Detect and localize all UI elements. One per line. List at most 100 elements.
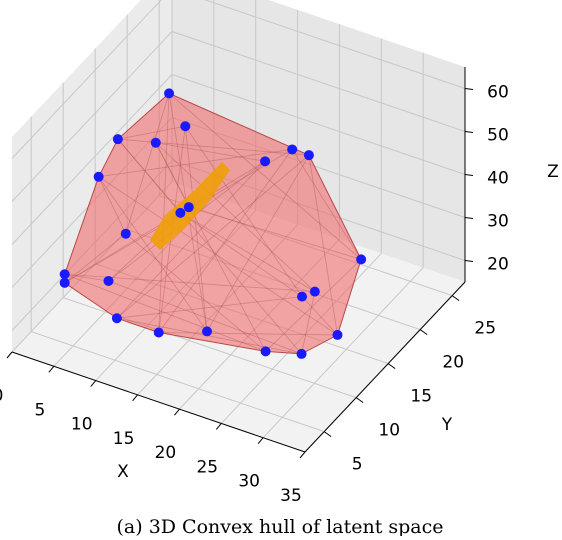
x-tick [132, 394, 138, 402]
y-tick [387, 363, 396, 370]
hull-edge [117, 138, 302, 355]
point [103, 275, 114, 286]
x-tick-label: 0 [0, 386, 3, 406]
point [164, 88, 175, 99]
point [297, 291, 308, 302]
hull-edge [117, 138, 309, 156]
grid-line [171, 31, 466, 132]
hull-edge [98, 149, 293, 178]
hull-edge [308, 155, 338, 335]
x-tick [6, 351, 13, 359]
y-tick-label: 5 [352, 455, 363, 475]
point [93, 171, 104, 182]
point [183, 202, 194, 213]
point [150, 137, 161, 148]
y-tick [451, 295, 460, 302]
hull-edge [301, 296, 338, 336]
x-tick [174, 408, 180, 416]
hull-edge [155, 142, 190, 208]
x-tick-label: 25 [196, 457, 218, 477]
hull-edge [158, 332, 338, 336]
grid-line [11, 31, 173, 202]
z-tick [464, 88, 474, 90]
point [202, 326, 212, 337]
hull-edge [108, 280, 302, 355]
x-tick [90, 380, 97, 387]
x-tick [299, 451, 306, 459]
hull-edge [64, 273, 266, 352]
point [153, 327, 164, 338]
point [59, 277, 70, 288]
z-tick-label: 50 [487, 126, 509, 146]
hull-edge [125, 233, 266, 352]
y-tick-label: 15 [410, 387, 432, 407]
hull-edge [184, 126, 208, 332]
grid-line [204, 0, 466, 89]
z-tick [464, 260, 474, 262]
y-tick-label: 20 [442, 353, 464, 373]
hull-edge [184, 126, 303, 297]
hull-edge [125, 93, 170, 234]
grid-line [11, 0, 162, 159]
hull-edge [155, 142, 316, 292]
z-tick-label: 30 [487, 212, 509, 232]
grid-line [31, 331, 325, 433]
point [356, 254, 367, 265]
y-tick-label: 10 [378, 421, 400, 441]
axis-line [304, 281, 466, 453]
point [120, 228, 131, 239]
hull-edge [155, 142, 266, 162]
point [111, 313, 122, 324]
hull-edge [117, 138, 181, 214]
hull-edge [265, 259, 362, 352]
point [59, 269, 70, 280]
hull-edge [116, 296, 303, 319]
hull-edge [168, 93, 362, 260]
point [260, 346, 271, 357]
axis-line [11, 351, 306, 453]
point [180, 121, 191, 132]
y-tick [419, 329, 428, 336]
hull-edge [155, 142, 266, 352]
z-tick-label: 40 [487, 169, 509, 189]
caption: (a) 3D Convex hull of latent space [117, 516, 444, 536]
hull-edge [180, 212, 316, 292]
x-tick [215, 423, 222, 430]
x-axis-label: X [117, 462, 129, 482]
hull-edge [98, 176, 208, 332]
x-tick-label: 5 [34, 400, 45, 420]
y-tick [355, 397, 364, 404]
y-axis-label: Y [441, 415, 453, 435]
point [175, 207, 186, 218]
hull-edge [98, 176, 127, 234]
hull-edge [117, 125, 186, 140]
z-tick [464, 217, 474, 219]
hull-edge [291, 149, 362, 260]
x-tick-label: 35 [280, 486, 302, 506]
hull-edge [116, 161, 266, 319]
hull-edge [180, 212, 303, 297]
point [332, 329, 343, 340]
hull-edge [116, 154, 310, 319]
hull-edge [98, 176, 338, 336]
z-tick [464, 174, 474, 176]
hull-edge [158, 149, 293, 333]
z-axis-label: Z [547, 162, 559, 182]
hull-edge [206, 154, 310, 332]
axes: 0 5 10 15 20 25 30 35 5 10 15 20 25 20 30 40 50 60 [0, 67, 509, 506]
point [260, 156, 271, 167]
hull-edge [64, 273, 109, 282]
z-tick-label: 20 [487, 255, 509, 275]
point [296, 348, 307, 359]
left-pane [12, 0, 172, 352]
y-tick [323, 431, 332, 438]
point [112, 134, 123, 145]
grid-line [262, 267, 424, 439]
hull-edge [301, 291, 316, 354]
points-layer [59, 88, 367, 359]
point [287, 144, 298, 155]
back-pane [172, 0, 465, 282]
point [309, 286, 320, 297]
